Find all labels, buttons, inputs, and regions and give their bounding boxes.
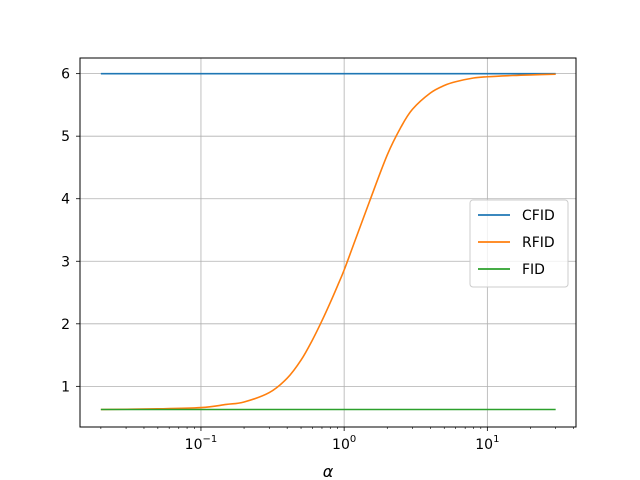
legend: CFID RFID FID [469,199,569,288]
y-tick-label: 2 [61,317,70,333]
y-tick-label: 1 [61,379,70,395]
plot-area-frame [79,57,577,428]
x-tick-label: 101 [475,434,499,453]
y-tick-label: 6 [61,67,70,83]
axis-ticks: 10−1 100 101 1 2 3 4 5 6 [61,67,574,453]
x-axis-label: α [323,462,334,480]
x-tick-label: 100 [332,434,356,453]
legend-label-cfid: CFID [522,208,555,224]
x-tick-label: 10−1 [185,434,218,453]
series-line-rfid [100,73,556,411]
series-lines [100,72,556,411]
y-tick-label: 5 [61,129,70,145]
legend-box [469,199,569,288]
y-tick-label: 4 [61,192,70,208]
legend-label-rfid: RFID [522,235,555,251]
legend-label-fid: FID [522,262,545,278]
y-tick-label: 3 [61,254,70,270]
